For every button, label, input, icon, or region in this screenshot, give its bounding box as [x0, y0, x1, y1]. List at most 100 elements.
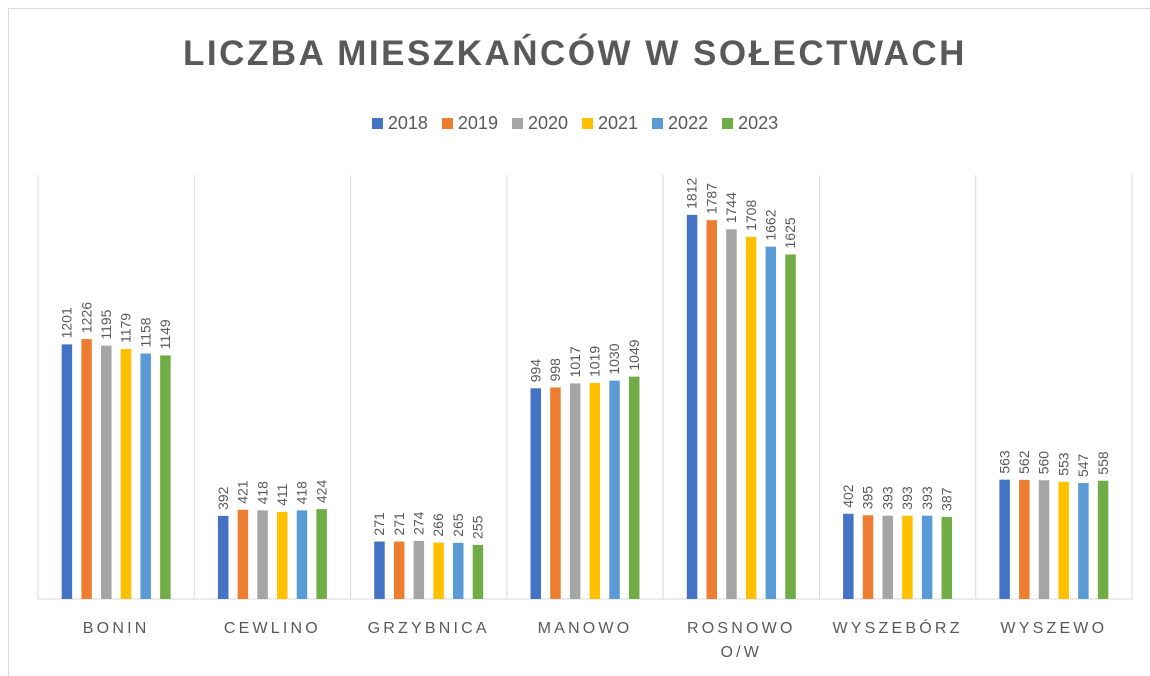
legend-swatch [722, 118, 734, 129]
data-label: 271 [371, 512, 387, 536]
bar [628, 376, 640, 599]
data-label: 1049 [626, 339, 642, 370]
data-label: 994 [527, 359, 543, 383]
data-label: 392 [215, 486, 231, 510]
data-label: 1019 [587, 346, 603, 377]
bar [530, 388, 542, 599]
data-label: 421 [235, 480, 251, 504]
x-tick-label: GRZYBNICA [367, 620, 490, 637]
legend-label: 2021 [598, 113, 639, 133]
bar [862, 515, 874, 599]
legend-item: 2020 [511, 113, 568, 134]
data-label: 395 [860, 486, 876, 510]
legend-label: 2020 [527, 113, 568, 133]
data-label: 563 [996, 450, 1012, 474]
x-tick-label: WYSZEWO [1000, 620, 1108, 637]
bar [1058, 481, 1069, 599]
bar [453, 542, 464, 599]
data-label: 424 [313, 480, 329, 504]
legend-swatch [652, 118, 664, 129]
data-label: 393 [899, 486, 915, 510]
bar [569, 383, 581, 599]
data-label: 411 [274, 483, 290, 506]
bar [81, 339, 92, 599]
data-label: 418 [294, 481, 310, 505]
bar [277, 511, 288, 599]
legend-item: 2022 [652, 113, 708, 134]
legend-swatch [511, 118, 523, 129]
x-tick-label: WYSZEBÓRZ [832, 620, 963, 637]
data-label: 1744 [723, 192, 739, 223]
bar [882, 515, 893, 599]
bar [609, 380, 620, 599]
x-tick-label: ROSNOWO O/W [686, 620, 796, 661]
bar [941, 516, 953, 599]
bar [999, 479, 1010, 599]
bar [686, 214, 698, 599]
data-label: 1787 [703, 183, 719, 214]
data-label: 255 [470, 515, 486, 539]
bar [550, 387, 561, 599]
bar [237, 509, 249, 599]
x-tick-label: CEWLINO [223, 620, 321, 637]
bar [1078, 483, 1089, 599]
bar [316, 509, 327, 599]
bar [706, 220, 717, 599]
bar [589, 382, 601, 599]
bar [921, 515, 933, 599]
data-label: 560 [1036, 451, 1052, 475]
legend-item: 2023 [722, 113, 778, 134]
data-label: 1625 [782, 217, 798, 248]
bar [160, 355, 171, 599]
data-label: 562 [1016, 450, 1032, 474]
legend-label: 2018 [387, 113, 428, 133]
x-tick-label: MANOWO [537, 620, 633, 637]
bar [101, 345, 112, 599]
legend-item: 2018 [371, 113, 428, 134]
data-label: 558 [1095, 451, 1111, 475]
x-tick-label: BONIN [82, 620, 150, 637]
bar [257, 510, 268, 599]
bar [1097, 480, 1109, 599]
bar [433, 542, 444, 599]
legend: 2018 2019 2020 2021 2022 2023 [0, 113, 1150, 134]
bar [140, 353, 151, 599]
data-label: 1017 [567, 346, 583, 377]
legend-item: 2021 [582, 113, 638, 134]
data-label: 547 [1075, 453, 1091, 477]
bar [745, 236, 757, 600]
bar [374, 541, 385, 599]
bar [726, 229, 737, 599]
bar [785, 254, 796, 599]
data-label: 265 [450, 513, 466, 537]
legend-label: 2019 [457, 113, 498, 133]
data-label: 266 [430, 513, 446, 537]
data-label: 393 [879, 486, 895, 510]
data-label: 1195 [98, 309, 114, 339]
data-label: 998 [547, 358, 563, 382]
chart-border [8, 8, 1150, 676]
bar [472, 544, 484, 599]
data-label: 1662 [763, 209, 779, 240]
data-label: 418 [254, 481, 270, 505]
bar [120, 349, 132, 599]
bar [413, 540, 425, 599]
data-label: 402 [840, 484, 856, 508]
data-label: 393 [919, 486, 935, 510]
bar [61, 344, 73, 599]
data-label: 1201 [59, 307, 75, 338]
bar [393, 541, 405, 599]
legend-label: 2022 [668, 113, 709, 133]
legend-swatch [371, 118, 383, 129]
data-label: 553 [1055, 452, 1071, 476]
data-label: 1226 [78, 302, 94, 333]
bar [1038, 480, 1050, 599]
legend-swatch [441, 118, 453, 129]
data-label: 1812 [684, 177, 700, 208]
chart-title: LICZBA MIESZKAŃCÓW W SOŁECTWACH [183, 34, 967, 73]
bar [217, 515, 229, 599]
bar [1019, 479, 1030, 599]
data-label: 1179 [118, 313, 134, 343]
